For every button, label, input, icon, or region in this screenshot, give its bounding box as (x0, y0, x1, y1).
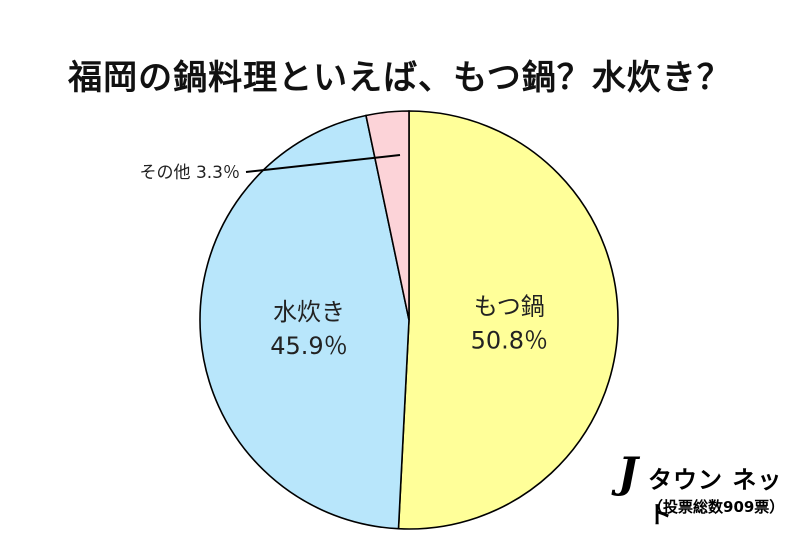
slice-mizutaki (199, 114, 410, 530)
chart-title: 福岡の鍋料理といえば、もつ鍋？水炊き？ (68, 58, 732, 98)
brand-block: J タウン ネット （投票総数909票） (618, 448, 788, 530)
label-mizutaki-name: 水炊き (273, 298, 345, 326)
vote-count-note: （投票総数909票） (648, 498, 785, 516)
slice-other (365, 110, 410, 321)
label-motsunabe-value: 50.8％ (471, 327, 548, 355)
pie-labels: もつ鍋 50.8％ 水炊き 45.9％ その他 3.3％ (140, 163, 548, 360)
label-other: その他 3.3％ (140, 163, 240, 183)
label-mizutaki-value: 45.9％ (270, 332, 347, 360)
brand-name: タウン ネット (648, 466, 783, 529)
brand-logo-icon: J (618, 448, 638, 497)
other-leader-line (245, 154, 401, 173)
slice-motsunabe (397, 110, 619, 530)
pie-slices (199, 110, 619, 530)
label-motsunabe-name: もつ鍋 (474, 293, 545, 321)
